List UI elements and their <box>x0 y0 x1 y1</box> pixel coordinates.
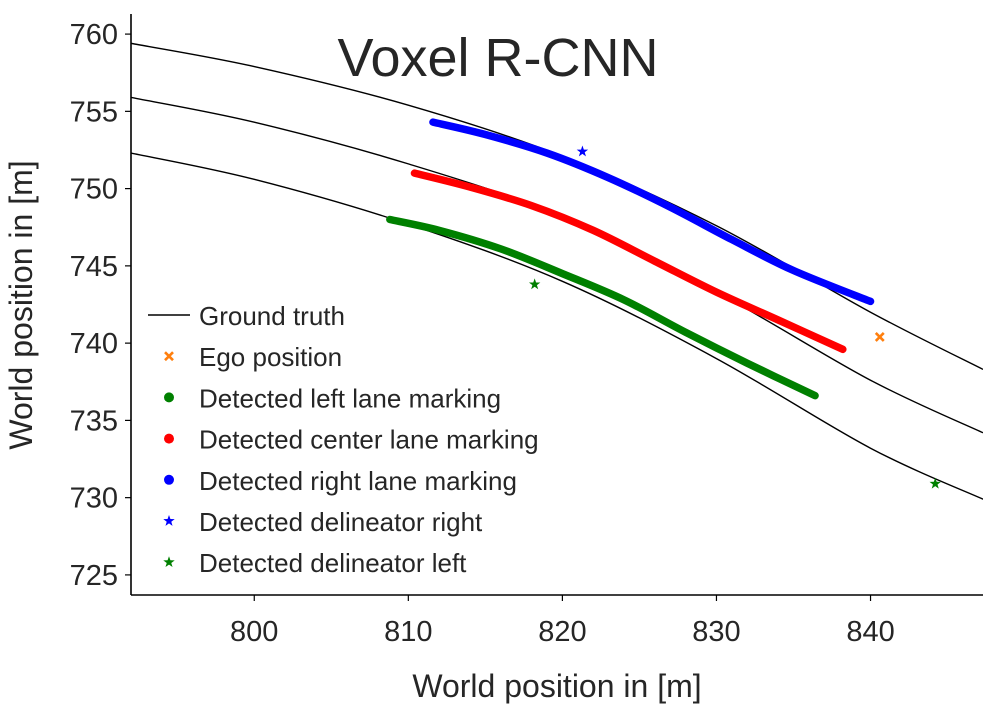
y-axis-label: World position in [m] <box>3 160 39 449</box>
chart-title: Voxel R-CNN <box>337 28 658 88</box>
y-tick-label: 725 <box>70 560 118 592</box>
detected-center-lane-marking-line <box>410 169 847 354</box>
x-tick-label: 800 <box>230 616 278 648</box>
y-ticks: 725 730 735 740 745 750 755 760 <box>70 19 131 592</box>
detected-delineator-left-marker <box>929 477 941 489</box>
detected-right-lane-marking-line <box>429 118 875 306</box>
y-tick-label: 730 <box>70 483 118 515</box>
legend-label-ground-truth: Ground truth <box>199 301 345 331</box>
legend: Ground truth Ego position Detected left la… <box>148 301 539 578</box>
legend-dot-swatch <box>164 433 174 444</box>
y-tick-label: 735 <box>70 405 118 437</box>
detected-left-lane-marking-line <box>386 215 819 400</box>
x-tick-label: 840 <box>846 616 894 648</box>
x-tick-label: 820 <box>538 616 586 648</box>
series-layer <box>131 42 983 500</box>
y-tick-label: 750 <box>70 174 118 206</box>
y-tick-label: 755 <box>70 96 118 128</box>
axes-layer: 800 810 820 830 840 725 730 735 740 745 750 755 760 <box>70 14 983 648</box>
legend-label-detected-delineator-left: Detected delineator left <box>199 548 467 578</box>
legend-star-swatch <box>163 556 175 568</box>
x-ticks: 800 810 820 830 840 <box>230 595 895 648</box>
y-tick-label: 740 <box>70 328 118 360</box>
x-axis-label: World position in [m] <box>412 668 701 704</box>
legend-label-ego-position: Ego position <box>199 342 342 372</box>
legend-label-detected-left-lane-marking: Detected left lane marking <box>199 383 501 413</box>
y-tick-label: 760 <box>70 19 118 51</box>
legend-star-swatch <box>163 515 175 526</box>
legend-dot-swatch <box>164 474 174 485</box>
y-tick-label: 745 <box>70 251 118 283</box>
ego-position-marker <box>874 332 885 342</box>
legend-label-detected-right-lane-marking: Detected right lane marking <box>199 466 517 496</box>
legend-label-detected-delineator-right: Detected delineator right <box>199 507 483 537</box>
detected-delineator-right-marker <box>576 145 589 157</box>
x-tick-label: 810 <box>384 616 432 648</box>
detected-delineator-left-marker <box>528 278 541 290</box>
legend-x-swatch <box>164 351 174 362</box>
legend-label-detected-center-lane-marking: Detected center lane marking <box>199 425 539 455</box>
x-tick-label: 830 <box>692 616 740 648</box>
ground-truth-line <box>131 152 983 500</box>
legend-dot-swatch <box>164 392 174 403</box>
